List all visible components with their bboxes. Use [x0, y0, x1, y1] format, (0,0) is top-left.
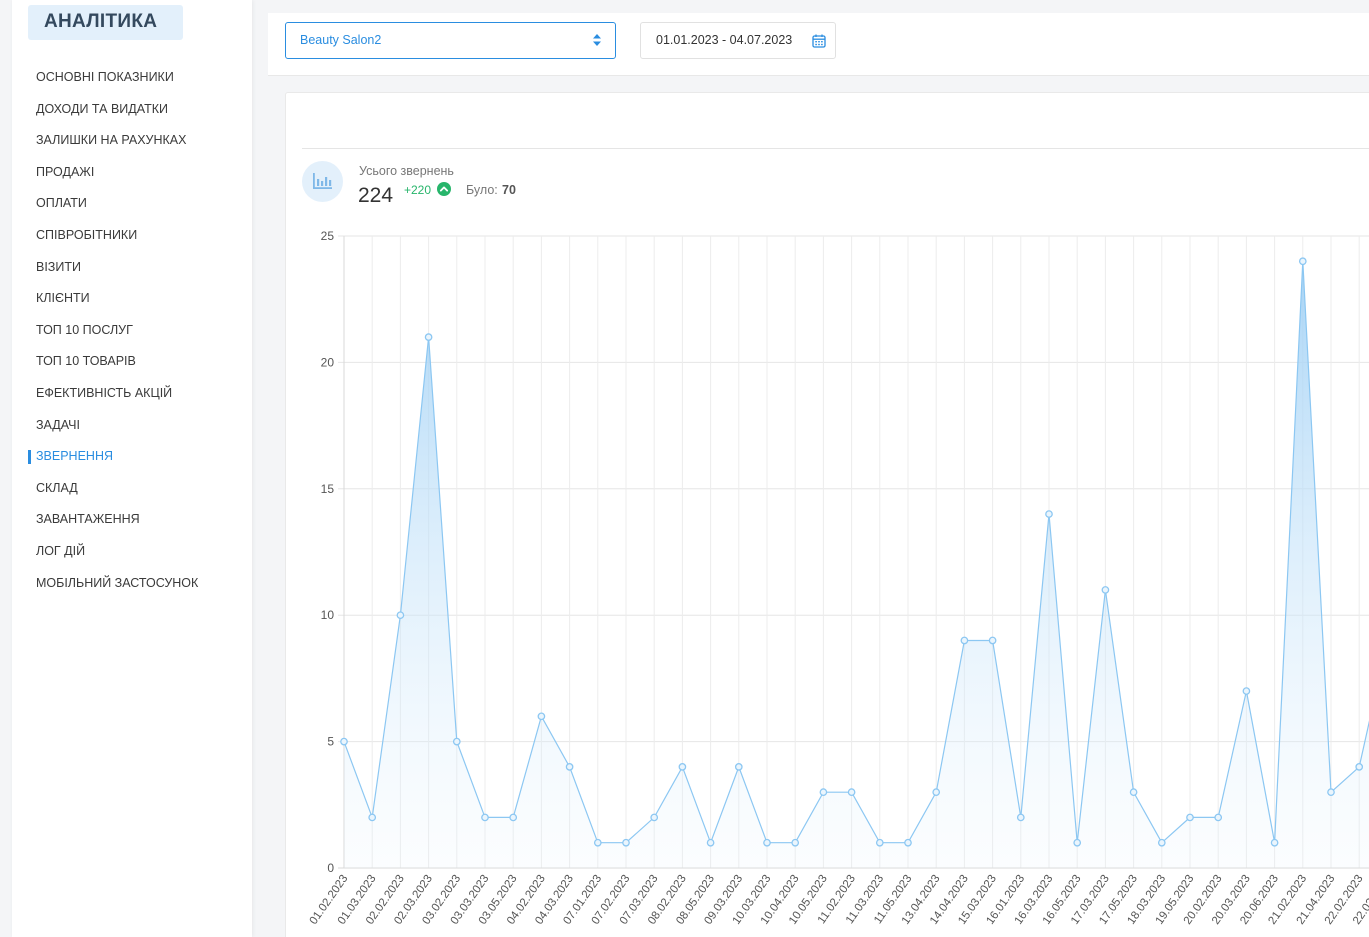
sidebar-item[interactable]: Оплати — [36, 196, 87, 211]
data-point — [847, 788, 856, 797]
data-point — [452, 737, 461, 746]
sidebar-item[interactable]: Залишки на рахунках — [36, 133, 187, 148]
data-point — [1073, 838, 1082, 847]
data-point — [932, 788, 941, 797]
date-range-picker[interactable]: 01.01.2023 - 04.07.2023 — [640, 22, 836, 59]
bar-chart-icon — [313, 173, 332, 189]
data-point — [537, 712, 546, 721]
data-point — [481, 813, 489, 822]
data-point — [1327, 788, 1335, 797]
y-tick-label: 5 — [327, 735, 334, 749]
data-point — [396, 611, 405, 620]
data-point — [706, 838, 715, 847]
data-point — [340, 737, 348, 746]
stat-prev-label: Було: — [466, 183, 498, 197]
sidebar-item[interactable]: Задачі — [36, 417, 80, 432]
series-line — [343, 261, 1369, 845]
stat-prev-value: 70 — [502, 183, 516, 197]
sidebar-item[interactable]: Звернення — [12, 441, 252, 473]
sidebar-item[interactable]: Доходи та видатки — [36, 101, 169, 116]
data-point — [678, 763, 687, 771]
sidebar-item[interactable]: Мобільний застосунок — [36, 575, 199, 590]
sort-arrows-icon — [593, 34, 601, 46]
data-point — [650, 813, 659, 822]
data-point — [734, 763, 743, 771]
sidebar-item[interactable]: ТОП 10 товарів — [36, 354, 136, 369]
sidebar-item[interactable]: Основні показники — [36, 70, 174, 84]
sidebar-item[interactable]: Візити — [36, 259, 81, 274]
data-point — [565, 763, 574, 771]
data-point — [1101, 586, 1110, 594]
date-range-value: 01.01.2023 - 04.07.2023 — [656, 33, 793, 47]
data-point — [791, 838, 800, 847]
data-point — [368, 813, 377, 822]
stat-label: Усього звернень — [359, 164, 454, 178]
sidebar: АНАЛІТИКА Основні показники Доходи та вид… — [12, 0, 252, 937]
sidebar-item[interactable]: Ефективність акцій — [36, 385, 173, 400]
data-point — [875, 838, 884, 847]
y-tick-label: 25 — [321, 229, 335, 243]
data-point — [1016, 813, 1025, 822]
data-point — [988, 636, 997, 645]
stat-icon — [302, 161, 343, 202]
sidebar-item[interactable]: ТОП 10 послуг — [36, 322, 133, 337]
series-area — [344, 261, 1369, 868]
sidebar-item[interactable]: Співробітники — [36, 227, 138, 242]
sidebar-item[interactable]: Клієнти — [36, 291, 90, 306]
data-point — [1242, 687, 1251, 695]
card-divider — [302, 148, 1369, 149]
filter-bar: Beauty Salon2 01.01.2023 - 04.07.2023 — [268, 13, 1369, 76]
stat-delta: +220 — [404, 183, 432, 197]
sidebar-item[interactable]: Лог дій — [36, 543, 86, 558]
data-point — [1270, 838, 1279, 847]
stat-total: 224 — [358, 184, 394, 207]
data-point — [1214, 813, 1223, 822]
sidebar-menu: Основні показники Доходи та видатки Залишк… — [12, 62, 252, 599]
y-tick-label: 15 — [321, 482, 335, 496]
data-point — [763, 838, 771, 847]
y-tick-label: 10 — [321, 608, 335, 622]
salon-select[interactable]: Beauty Salon2 — [285, 22, 616, 59]
data-point — [1355, 763, 1364, 771]
y-tick-label: 0 — [327, 861, 334, 875]
data-point — [622, 838, 630, 847]
data-point — [819, 788, 828, 797]
data-point — [1298, 257, 1307, 266]
data-point — [1157, 838, 1166, 847]
data-point — [960, 636, 969, 645]
data-point — [1129, 788, 1138, 797]
data-point — [1045, 510, 1053, 518]
sidebar-item[interactable]: Продажі — [36, 164, 95, 179]
sidebar-item[interactable]: Завантаження — [36, 512, 140, 527]
data-point — [509, 813, 518, 822]
salon-select-value: Beauty Salon2 — [300, 33, 382, 47]
sidebar-item[interactable]: Склад — [36, 480, 78, 495]
data-point — [424, 333, 433, 341]
y-tick-label: 20 — [321, 355, 335, 369]
chevron-up-icon — [437, 182, 451, 196]
data-point — [1186, 813, 1194, 822]
data-point — [593, 838, 602, 847]
calendar-icon — [812, 34, 826, 48]
data-point — [904, 838, 912, 847]
sidebar-title: АНАЛІТИКА — [28, 5, 183, 40]
